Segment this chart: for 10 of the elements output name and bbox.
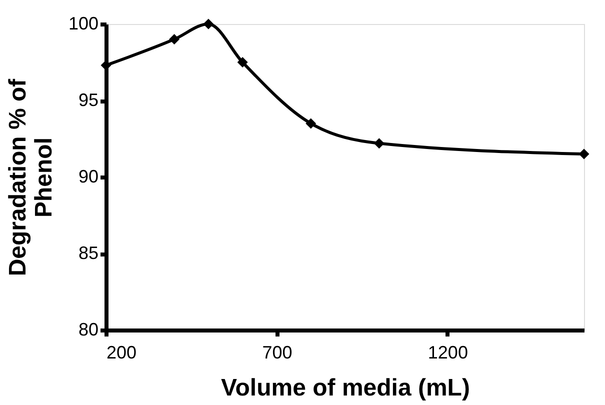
y-tick-label: 80 [78, 320, 98, 340]
x-tick-label: 200 [106, 342, 137, 362]
x-axis-title: Volume of media (mL) [221, 374, 470, 402]
y-tick-label: 100 [68, 14, 98, 34]
y-tick-label: 85 [78, 243, 98, 263]
x-tick-label: 1200 [428, 342, 468, 362]
y-tick-label: 95 [78, 90, 98, 110]
x-tick-label: 700 [262, 342, 292, 362]
y-tick-label: 90 [78, 166, 98, 186]
y-axis-title: Degradation % of Phenol [4, 78, 58, 276]
